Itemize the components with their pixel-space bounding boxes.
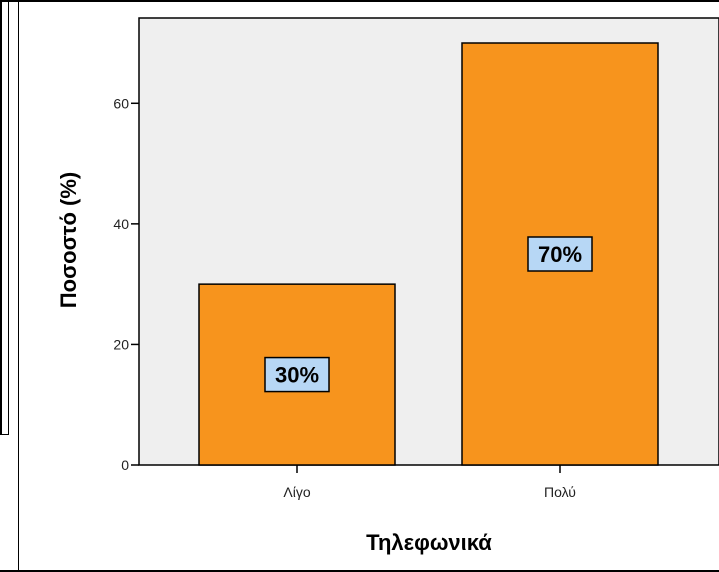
y-tick-label: 0 xyxy=(121,457,129,473)
data-label-2: 70% xyxy=(538,242,582,267)
data-label-box-1 xyxy=(264,356,330,393)
x-tick-label: Πολύ xyxy=(544,484,576,500)
data-label-1: 30% xyxy=(275,363,319,388)
y-tick-label: 20 xyxy=(113,336,129,352)
bars-layer: 30% 70% xyxy=(198,42,659,466)
x-axis-title: Τηλεφωνικά xyxy=(366,530,492,555)
x-tick-label: Λίγο xyxy=(283,484,310,500)
x-axis: Λίγο Πολύ xyxy=(283,465,576,500)
y-tick-label: 60 xyxy=(113,95,129,111)
data-label-box-2 xyxy=(527,236,593,272)
left-panel-edge xyxy=(0,0,9,435)
y-tick-label: 40 xyxy=(113,216,129,232)
y-axis: 0 20 40 60 xyxy=(113,95,139,473)
panel-divider xyxy=(18,0,19,572)
y-axis-title: Ποσοστό (%) xyxy=(56,172,81,308)
